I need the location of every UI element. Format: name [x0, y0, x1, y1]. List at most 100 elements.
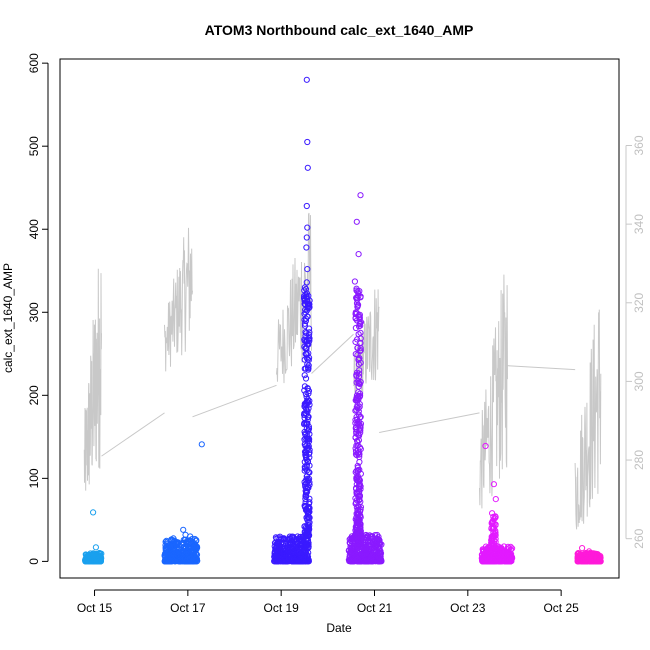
y2-tick-label: 260 — [632, 528, 646, 548]
scatter-point — [355, 373, 363, 380]
scatter-point — [303, 354, 310, 361]
scatter-point — [356, 449, 363, 456]
scatter-point — [491, 543, 499, 550]
y-tick-label: 400 — [27, 219, 41, 239]
scatter-point — [354, 344, 361, 351]
scatter-point — [354, 556, 362, 563]
scatter-point — [280, 552, 288, 559]
scatter-point — [353, 504, 360, 511]
scatter-point — [166, 558, 173, 565]
series-3 — [345, 192, 385, 565]
series-2 — [271, 76, 313, 565]
scatter-point — [353, 413, 360, 420]
scatter-point-outlier — [351, 278, 358, 285]
scatter-point — [301, 550, 308, 557]
scatter-point-outlier — [490, 481, 497, 488]
scatter-point-outlier — [304, 224, 311, 231]
secondary-line-burst-4 — [479, 274, 508, 509]
scatter-point — [357, 320, 364, 327]
scatter-point — [490, 513, 497, 520]
scatter-point — [287, 541, 294, 548]
scatter-point — [362, 544, 369, 551]
scatter-point — [356, 315, 363, 322]
scatter-point — [355, 533, 363, 540]
scatter-point — [303, 533, 310, 540]
x-tick-label: Oct 23 — [450, 601, 486, 615]
scatter-point — [300, 558, 307, 565]
scatter-point — [276, 543, 283, 550]
scatter-point — [292, 539, 300, 546]
scatter-point — [580, 557, 587, 564]
scatter-point — [485, 553, 493, 560]
scatter-point — [301, 316, 308, 323]
scatter-point — [303, 529, 310, 536]
scatter-point — [299, 537, 306, 544]
y-tick-label: 600 — [27, 53, 41, 73]
x-axis-label: Date — [326, 621, 352, 635]
scatter-point — [357, 339, 364, 346]
scatter-point-outlier — [92, 544, 100, 551]
x-tick-label: Oct 25 — [543, 601, 579, 615]
scatter-point — [302, 375, 310, 382]
scatter-point-outlier — [304, 164, 311, 171]
scatter-point — [492, 529, 499, 536]
y2-tick-label: 300 — [632, 371, 646, 391]
scatter-point-outlier — [353, 218, 360, 225]
scatter-point — [352, 407, 359, 414]
scatter-point — [83, 555, 90, 563]
scatter-point — [301, 387, 308, 394]
scatter-point — [356, 381, 363, 388]
scatter-point — [301, 296, 308, 303]
scatter-point — [304, 542, 311, 549]
scatter-point — [353, 532, 360, 540]
scatter-point — [355, 301, 362, 308]
scatter-point — [187, 544, 194, 551]
scatter-point — [305, 336, 312, 343]
secondary-line-layer — [83, 212, 602, 530]
scatter-point — [356, 480, 363, 487]
scatter-point — [304, 553, 312, 561]
scatter-point — [355, 408, 362, 415]
x-tick-label: Oct 19 — [263, 601, 299, 615]
scatter-point — [356, 496, 363, 503]
scatter-point — [292, 545, 299, 553]
scatter-point — [356, 288, 363, 295]
scatter-point — [291, 557, 298, 565]
scatter-point-outlier — [191, 535, 198, 543]
y2-tick-label: 320 — [632, 292, 646, 312]
scatter-point — [594, 555, 601, 562]
scatter-point — [301, 467, 308, 474]
scatter-point — [303, 456, 310, 463]
scatter-point — [274, 558, 281, 565]
scatter-point — [303, 514, 310, 521]
scatter-point — [357, 427, 364, 434]
scatter-point — [304, 445, 311, 452]
scatter-point — [362, 531, 370, 539]
scatter-point — [374, 558, 381, 565]
scatter-point — [372, 544, 379, 551]
scatter-point — [304, 441, 311, 448]
scatter-point — [306, 397, 313, 405]
scatter-point — [301, 372, 308, 379]
scatter-point-outlier — [303, 76, 310, 83]
x-tick-label: Oct 21 — [357, 601, 393, 615]
series-1 — [161, 441, 205, 565]
secondary-line-connector-1 — [192, 384, 277, 418]
scatter-point — [193, 543, 201, 550]
scatter-point-outlier — [357, 192, 364, 199]
scatter-point — [498, 556, 505, 563]
y-tick-label: 0 — [27, 558, 41, 565]
scatter-point — [356, 458, 363, 466]
scatter-point — [358, 551, 366, 558]
series-5 — [574, 545, 604, 565]
secondary-line-connector-0 — [101, 412, 165, 457]
scatter-point — [306, 325, 313, 332]
secondary-line-burst-1 — [164, 227, 193, 372]
scatter-point — [286, 555, 293, 562]
scatter-point — [306, 499, 313, 506]
scatter-point — [301, 322, 309, 329]
y2-tick-label: 280 — [632, 450, 646, 470]
scatter-point — [280, 547, 288, 555]
scatter-point — [94, 558, 101, 565]
scatter-point — [353, 287, 360, 294]
